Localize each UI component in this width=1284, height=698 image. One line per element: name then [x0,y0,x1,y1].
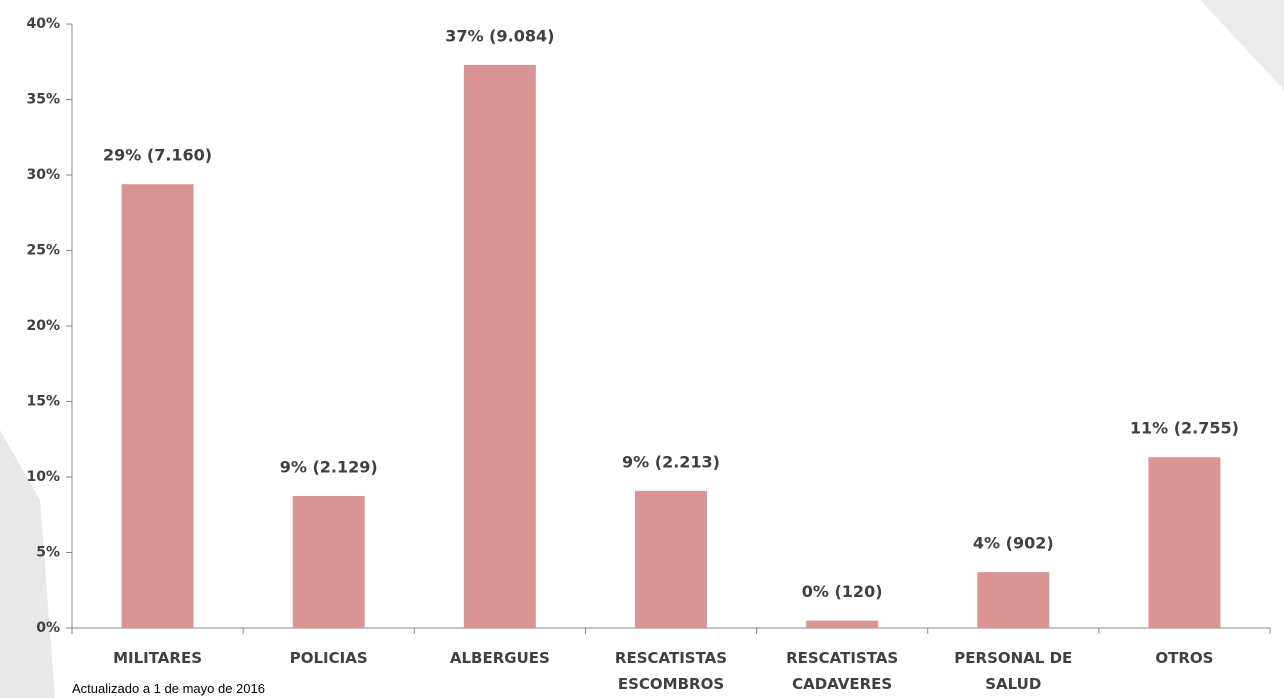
y-tick-label: 10% [26,469,60,485]
bar [806,620,879,628]
footnote: Actualizado a 1 de mayo de 2016 [72,681,265,696]
y-tick-label: 40% [26,16,60,32]
bar [463,64,536,628]
x-tick-label: POLICIAS [289,649,368,667]
y-tick-label: 0% [36,620,60,636]
x-tick-label: MILITARES [113,649,203,667]
y-tick-label: 5% [36,545,60,561]
data-label: 29% (7.160) [103,146,212,165]
data-label: 11% (2.755) [1130,419,1239,438]
data-label: 9% (2.213) [622,452,720,471]
bar [635,490,707,628]
decor [1200,0,1284,90]
data-label: 9% (2.129) [280,458,378,477]
x-tick-label: RESCATISTAS ESCOMBROS [614,649,728,693]
bar [121,184,194,628]
data-label: 37% (9.084) [445,26,554,45]
y-tick-label: 30% [26,167,60,183]
y-tick-label: 15% [26,394,60,410]
bar [1148,457,1221,628]
y-tick-label: 25% [26,243,60,259]
data-label: 0% (120) [802,582,883,601]
bar [977,572,1050,628]
bar [292,496,365,628]
data-label: 4% (902) [973,534,1054,553]
y-tick-label: 20% [26,318,60,334]
x-tick-label: ALBERGUES [449,649,550,667]
x-tick-label: OTROS [1155,649,1214,667]
x-tick-label: RESCATISTAS CADAVERES [786,649,899,693]
y-tick-label: 35% [26,92,60,108]
decor [0,430,55,698]
x-tick-label: PERSONAL DE SALUD [954,649,1073,693]
